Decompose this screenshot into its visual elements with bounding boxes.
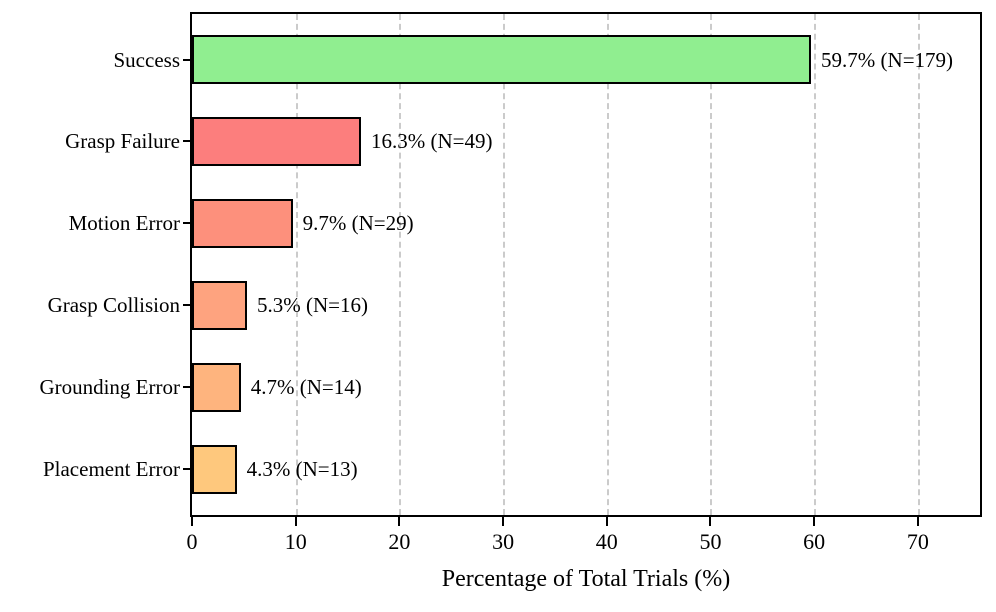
bar-placement-error — [192, 444, 237, 494]
y-tick-mark — [183, 222, 190, 225]
bar-value-label-motion-error: 9.7% (N=29) — [302, 211, 414, 236]
x-tick-label-20: 20 — [388, 529, 411, 554]
bar-value-label-grasp-collision: 5.3% (N=16) — [256, 293, 368, 318]
bar-success — [192, 35, 812, 84]
bar-grounding-error — [192, 362, 241, 412]
x-tick-mark — [605, 517, 608, 526]
x-axis-title: Percentage of Total Trials (%) — [441, 566, 731, 592]
x-tick-label-50: 50 — [699, 529, 722, 554]
x-tick-label-30: 30 — [492, 529, 515, 554]
gridline — [710, 14, 713, 515]
x-tick-label-0: 0 — [186, 529, 198, 554]
category-label-grounding-error: Grounding Error — [39, 375, 180, 400]
bar-value-label-placement-error: 4.3% (N=13) — [246, 457, 358, 481]
y-tick-mark — [183, 468, 190, 470]
y-tick-mark — [183, 386, 190, 389]
bar-grasp-failure — [192, 116, 362, 166]
gridline — [503, 14, 506, 515]
y-tick-mark — [183, 140, 190, 143]
category-label-placement-error: Placement Error — [42, 457, 180, 481]
category-label-success: Success — [113, 47, 181, 72]
x-tick-label-40: 40 — [595, 529, 618, 554]
category-label-motion-error: Motion Error — [68, 211, 180, 236]
bar-value-label-success: 59.7% (N=179) — [821, 47, 954, 72]
gridline — [606, 14, 609, 515]
x-tick-mark — [916, 517, 919, 526]
y-tick-mark — [183, 304, 190, 307]
x-tick-mark — [398, 517, 401, 526]
x-tick-mark — [813, 517, 816, 526]
x-tick-mark — [294, 517, 297, 526]
x-tick-label-60: 60 — [803, 529, 826, 554]
plot-area: 59.7% (N=179) 16.3% (N=49) 9.7% (N=29) 5.3%… — [190, 12, 982, 517]
gridline — [814, 14, 817, 515]
y-tick-mark — [183, 58, 190, 61]
x-tick-mark — [709, 517, 712, 526]
bar-grasp-collision — [192, 280, 247, 330]
gridline — [399, 14, 402, 515]
gridline — [295, 14, 298, 515]
x-tick-label-70: 70 — [906, 529, 929, 554]
bar-value-label-grounding-error: 4.7% (N=14) — [250, 375, 362, 400]
category-label-grasp-collision: Grasp Collision — [47, 293, 180, 318]
x-tick-label-10: 10 — [284, 529, 307, 554]
x-tick-mark — [191, 517, 193, 526]
gridline — [917, 14, 920, 515]
bar-motion-error — [192, 198, 293, 248]
x-tick-mark — [502, 517, 505, 526]
category-label-grasp-failure: Grasp Failure — [65, 129, 180, 154]
bar-value-label-grasp-failure: 16.3% (N=49) — [371, 129, 493, 154]
